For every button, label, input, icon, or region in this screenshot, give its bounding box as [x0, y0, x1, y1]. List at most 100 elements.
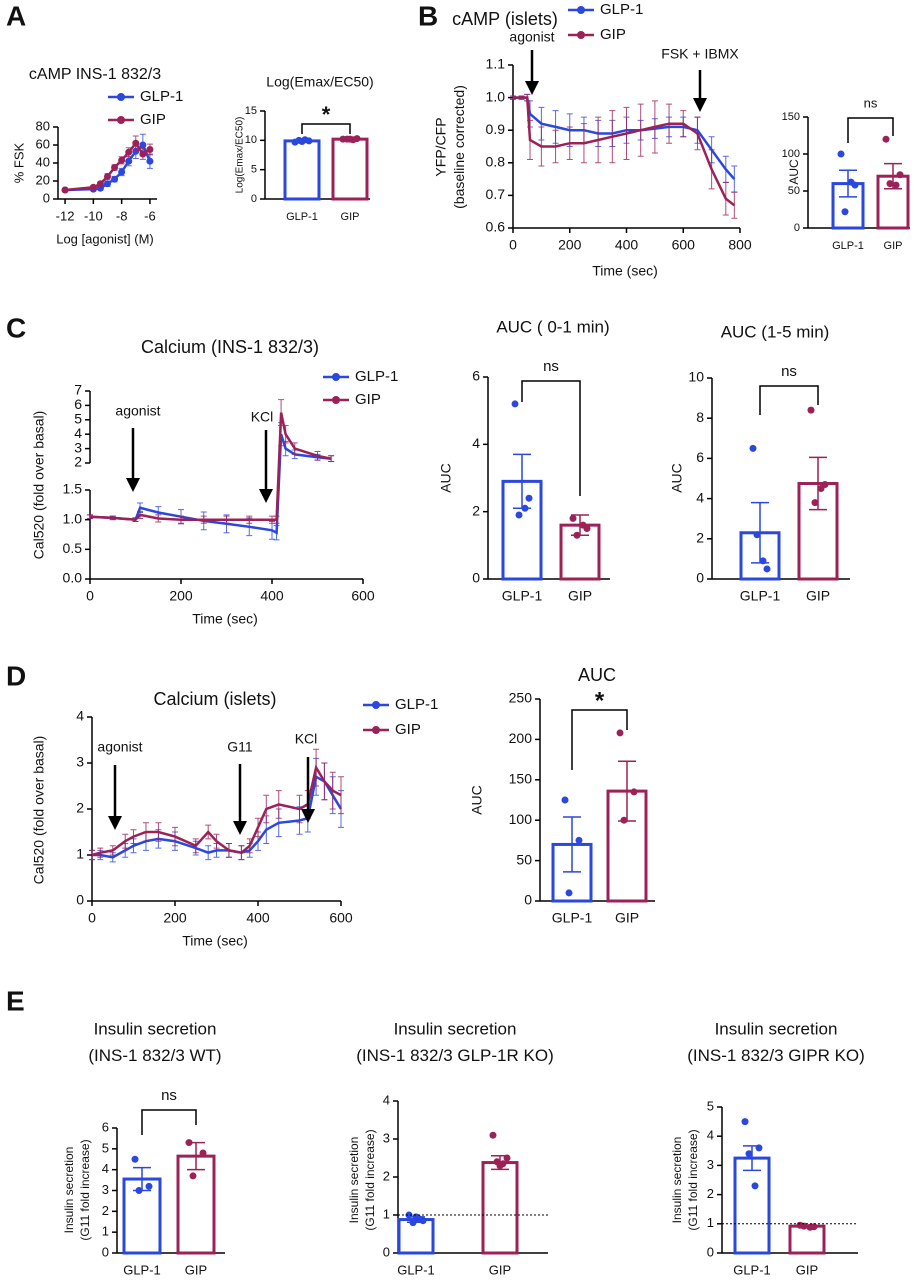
- y-tick-label: 0: [696, 570, 704, 586]
- y-axis-label: (G11 fold increase): [363, 1129, 377, 1230]
- x-tick-label: GLP-1: [740, 588, 781, 604]
- y-tick-label: 1.5: [63, 481, 83, 497]
- x-tick-label: GLP-1: [502, 588, 543, 604]
- data-point: [111, 175, 119, 183]
- y-axis-label: % FSK: [11, 142, 26, 183]
- y-tick-label: 7: [74, 382, 82, 398]
- annotation: G11: [227, 739, 253, 755]
- y-tick-label: 5: [74, 411, 82, 427]
- y-tick-label: 250: [509, 690, 533, 706]
- y-tick-label: 0.5: [63, 540, 83, 556]
- y-tick-label: 3: [383, 1130, 390, 1145]
- y-tick-label: 2: [696, 530, 704, 546]
- x-tick-label: GIP: [806, 588, 830, 604]
- arrow-head: [233, 821, 247, 835]
- data-point: [131, 1155, 139, 1163]
- data-point: [118, 156, 126, 164]
- x-axis-label: Time (sec): [182, 933, 248, 949]
- error-bar: [328, 455, 335, 463]
- series-line: [89, 412, 332, 521]
- data-point: [817, 485, 825, 493]
- panel-label: E: [6, 985, 25, 1016]
- y-tick-label: 150: [509, 771, 533, 787]
- data-point: [139, 141, 147, 149]
- y-tick-label: 4: [74, 425, 82, 441]
- data-point: [565, 889, 573, 897]
- x-tick-label: GIP: [884, 240, 903, 252]
- annotation: agonist: [115, 403, 160, 419]
- legend-marker: [577, 6, 585, 14]
- arrow-head: [126, 478, 140, 492]
- y-tick-label: 80: [36, 118, 50, 133]
- chart-title: AUC: [578, 665, 616, 685]
- x-tick-label: GLP-1: [552, 910, 593, 926]
- y-tick-label: 2: [707, 1186, 714, 1201]
- x-tick-label: 400: [246, 910, 270, 926]
- significance-label: ns: [161, 1087, 177, 1104]
- y-tick-label: 0.9: [486, 121, 506, 137]
- y-tick-label: 3: [74, 439, 82, 455]
- data-point: [569, 514, 577, 522]
- data-point: [405, 1211, 413, 1219]
- y-tick-label: 0.7: [486, 186, 506, 202]
- y-tick-label: 1: [102, 1224, 109, 1239]
- y-tick-label: 4: [102, 1161, 109, 1176]
- y-axis-label: YFP/CFP: [433, 117, 449, 176]
- y-tick-label: 3: [707, 1157, 714, 1172]
- data-point: [806, 1223, 814, 1231]
- data-point: [759, 557, 767, 565]
- data-point: [561, 796, 569, 804]
- y-tick-label: 0: [524, 892, 532, 908]
- y-tick-label: 0: [102, 1244, 109, 1259]
- data-point: [741, 1118, 749, 1126]
- x-axis-label: Time (sec): [192, 611, 258, 627]
- significance-bracket: [847, 117, 894, 143]
- data-point: [496, 1162, 504, 1170]
- legend-label: GIP: [355, 391, 381, 408]
- data-point: [515, 511, 523, 519]
- chart-title: Calcium (islets): [153, 689, 276, 709]
- y-tick-label: 4: [696, 489, 704, 505]
- error-bar: [751, 501, 769, 564]
- chart-title: (INS-1 832/3 GLP-1R KO): [356, 1046, 553, 1065]
- arrow-head: [108, 816, 122, 830]
- chart-title: cAMP INS-1 832/3: [29, 66, 161, 83]
- chart-title: Insulin secretion: [394, 1019, 517, 1038]
- y-tick-label: 10: [245, 134, 257, 146]
- legend-label: GLP-1: [600, 1, 643, 18]
- legend-label: GIP: [600, 26, 626, 43]
- data-point: [847, 178, 855, 186]
- y-axis-label: AUC: [469, 785, 485, 815]
- y-tick-label: 2: [74, 454, 82, 470]
- y-tick-label: 0.0: [63, 570, 83, 586]
- legend-marker: [332, 396, 340, 404]
- data-point: [525, 494, 533, 502]
- data-point: [412, 1213, 420, 1221]
- significance-bracket: [301, 123, 351, 134]
- x-tick-label: GIP: [489, 1262, 511, 1277]
- x-tick-label: GIP: [341, 211, 360, 223]
- panel-label: D: [6, 660, 26, 691]
- x-tick-label: -6: [144, 208, 156, 223]
- y-tick-label: 5: [251, 164, 257, 176]
- data-point: [111, 164, 119, 171]
- error-bar: [563, 816, 581, 873]
- y-tick-label: 5: [102, 1140, 109, 1155]
- annotation: agonist: [97, 739, 142, 755]
- significance-bracket: [759, 385, 819, 415]
- y-tick-label: 1.0: [486, 88, 506, 104]
- y-tick-label: 1.0: [63, 510, 83, 526]
- data-point: [189, 1172, 197, 1180]
- x-tick-label: -10: [84, 208, 103, 223]
- panel-label: A: [6, 0, 26, 31]
- chart-title: AUC ( 0-1 min): [496, 317, 609, 336]
- data-point: [145, 1182, 153, 1190]
- arrow-head: [259, 489, 273, 503]
- data-point: [199, 1149, 207, 1157]
- data-point: [89, 183, 97, 191]
- significance-bracket: [571, 709, 628, 770]
- chart-title: Insulin secretion: [715, 1019, 838, 1038]
- y-tick-label: 0: [383, 1244, 390, 1259]
